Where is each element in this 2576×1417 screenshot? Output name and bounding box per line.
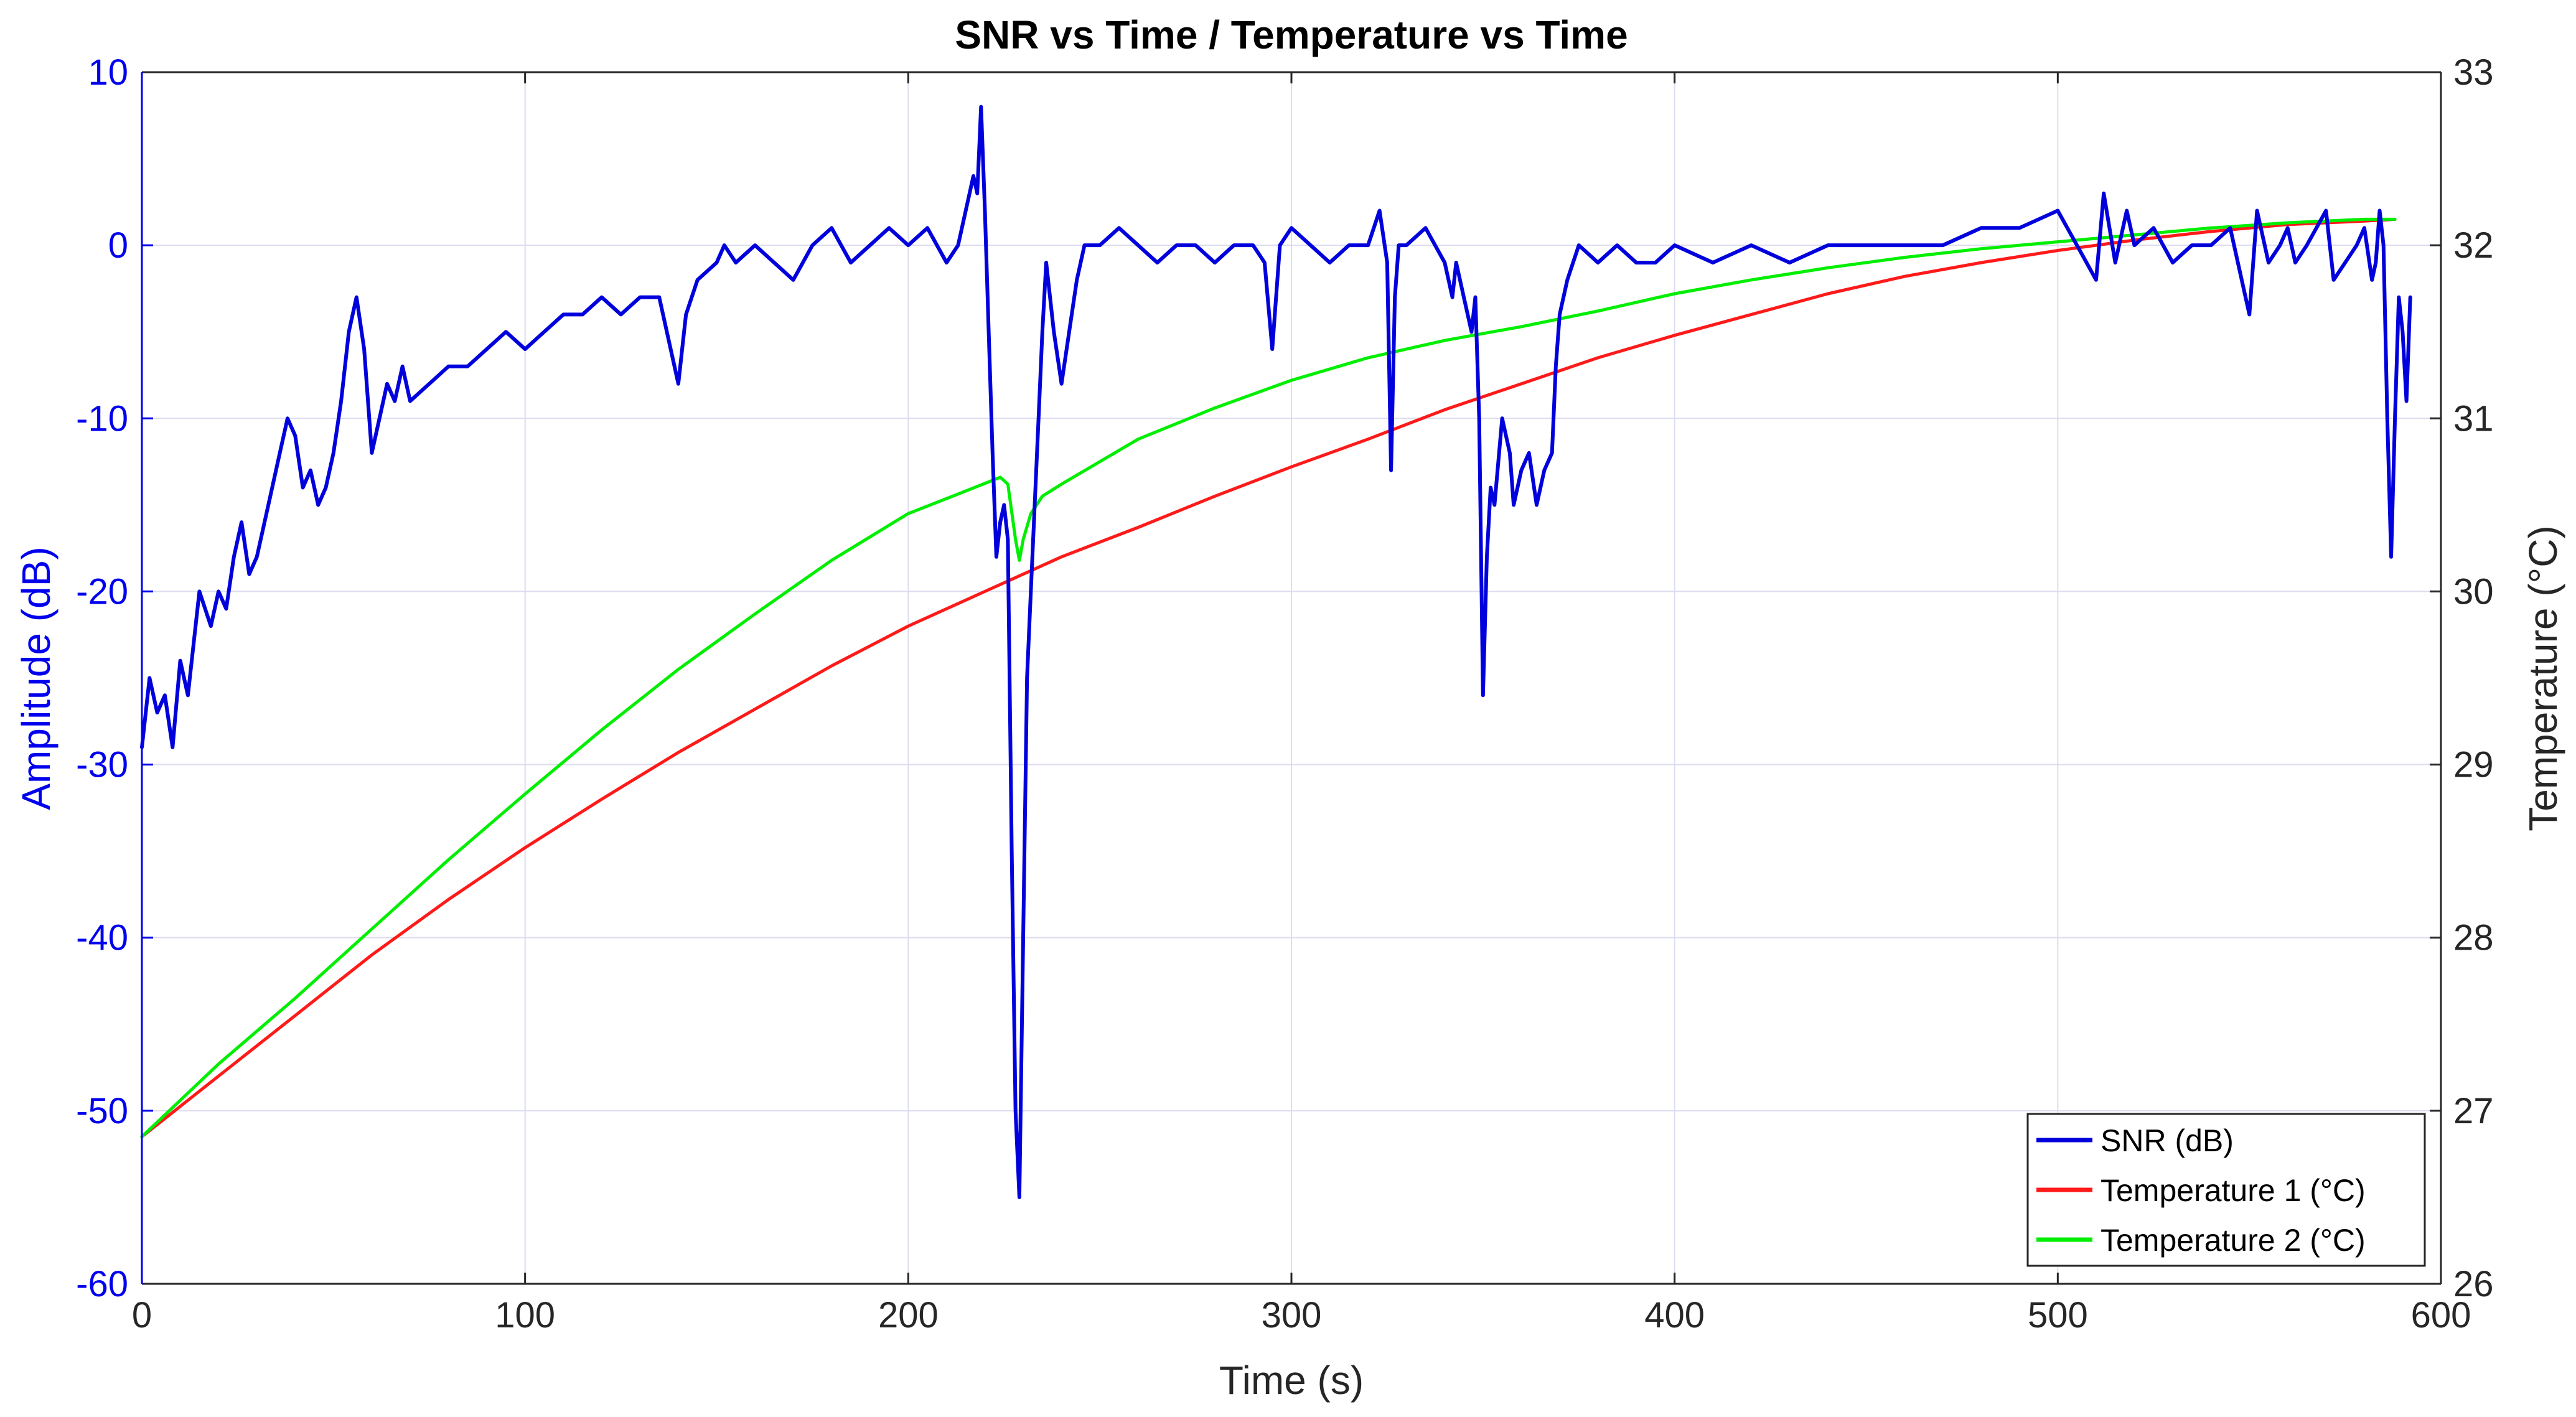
legend: SNR (dB) Temperature 1 (°C) Temperature … — [2026, 1113, 2426, 1267]
y-left-tick-label: -50 — [76, 1091, 128, 1131]
y-axis-label-left: Amplitude (dB) — [14, 546, 59, 810]
series-lines — [140, 105, 2412, 1199]
legend-box — [2026, 1113, 2426, 1267]
y-right-tick-label: 27 — [2453, 1091, 2494, 1131]
x-tick-label: 0 — [132, 1295, 152, 1335]
legend-label-snr: SNR (dB) — [2101, 1123, 2234, 1158]
y-left-tick-label: -30 — [76, 745, 128, 785]
y-right-tick-label: 29 — [2453, 745, 2494, 785]
y-left-tick-label: -20 — [76, 571, 128, 612]
x-tick-label: 400 — [1644, 1295, 1705, 1335]
y-axis-label-right: Temperature (°C) — [2521, 525, 2565, 831]
y-right-tick-label: 33 — [2453, 52, 2494, 93]
x-tick-label: 500 — [2028, 1295, 2088, 1335]
y-left-tick-label: 10 — [88, 52, 128, 93]
y-right-tick-label: 28 — [2453, 918, 2494, 958]
x-tick-label: 100 — [495, 1295, 555, 1335]
y-left-tick-label: 0 — [108, 225, 128, 266]
y-right-tick-label: 31 — [2453, 398, 2494, 439]
y-right-tick-label: 26 — [2453, 1264, 2494, 1304]
y-right-tick-label: 30 — [2453, 571, 2494, 612]
x-tick-label: 200 — [878, 1295, 939, 1335]
legend-label-temperature-2: Temperature 2 (°C) — [2101, 1223, 2366, 1258]
y-right-tick-label: 32 — [2453, 225, 2494, 266]
x-tick-label: 600 — [2411, 1295, 2471, 1335]
x-axis-label: Time (s) — [1219, 1358, 1364, 1403]
y-left-tick-label: -10 — [76, 398, 128, 439]
y-left-tick-label: -60 — [76, 1264, 128, 1304]
legend-label-temperature-1: Temperature 1 (°C) — [2101, 1173, 2366, 1208]
y-left-tick-label: -40 — [76, 918, 128, 958]
series-snr-line — [140, 105, 2412, 1199]
chart-title: SNR vs Time / Temperature vs Time — [955, 12, 1628, 57]
series-temperature-1-line — [140, 217, 2397, 1139]
series-temperature-2-line — [140, 217, 2397, 1139]
grid-lines — [142, 72, 2441, 1284]
x-tick-label: 300 — [1262, 1295, 1322, 1335]
axes — [141, 71, 2442, 1285]
tick-labels: 0 100 200 300 400 500 600 -60 -50 -40 -30 -20 -10 0 10… — [76, 52, 2493, 1335]
